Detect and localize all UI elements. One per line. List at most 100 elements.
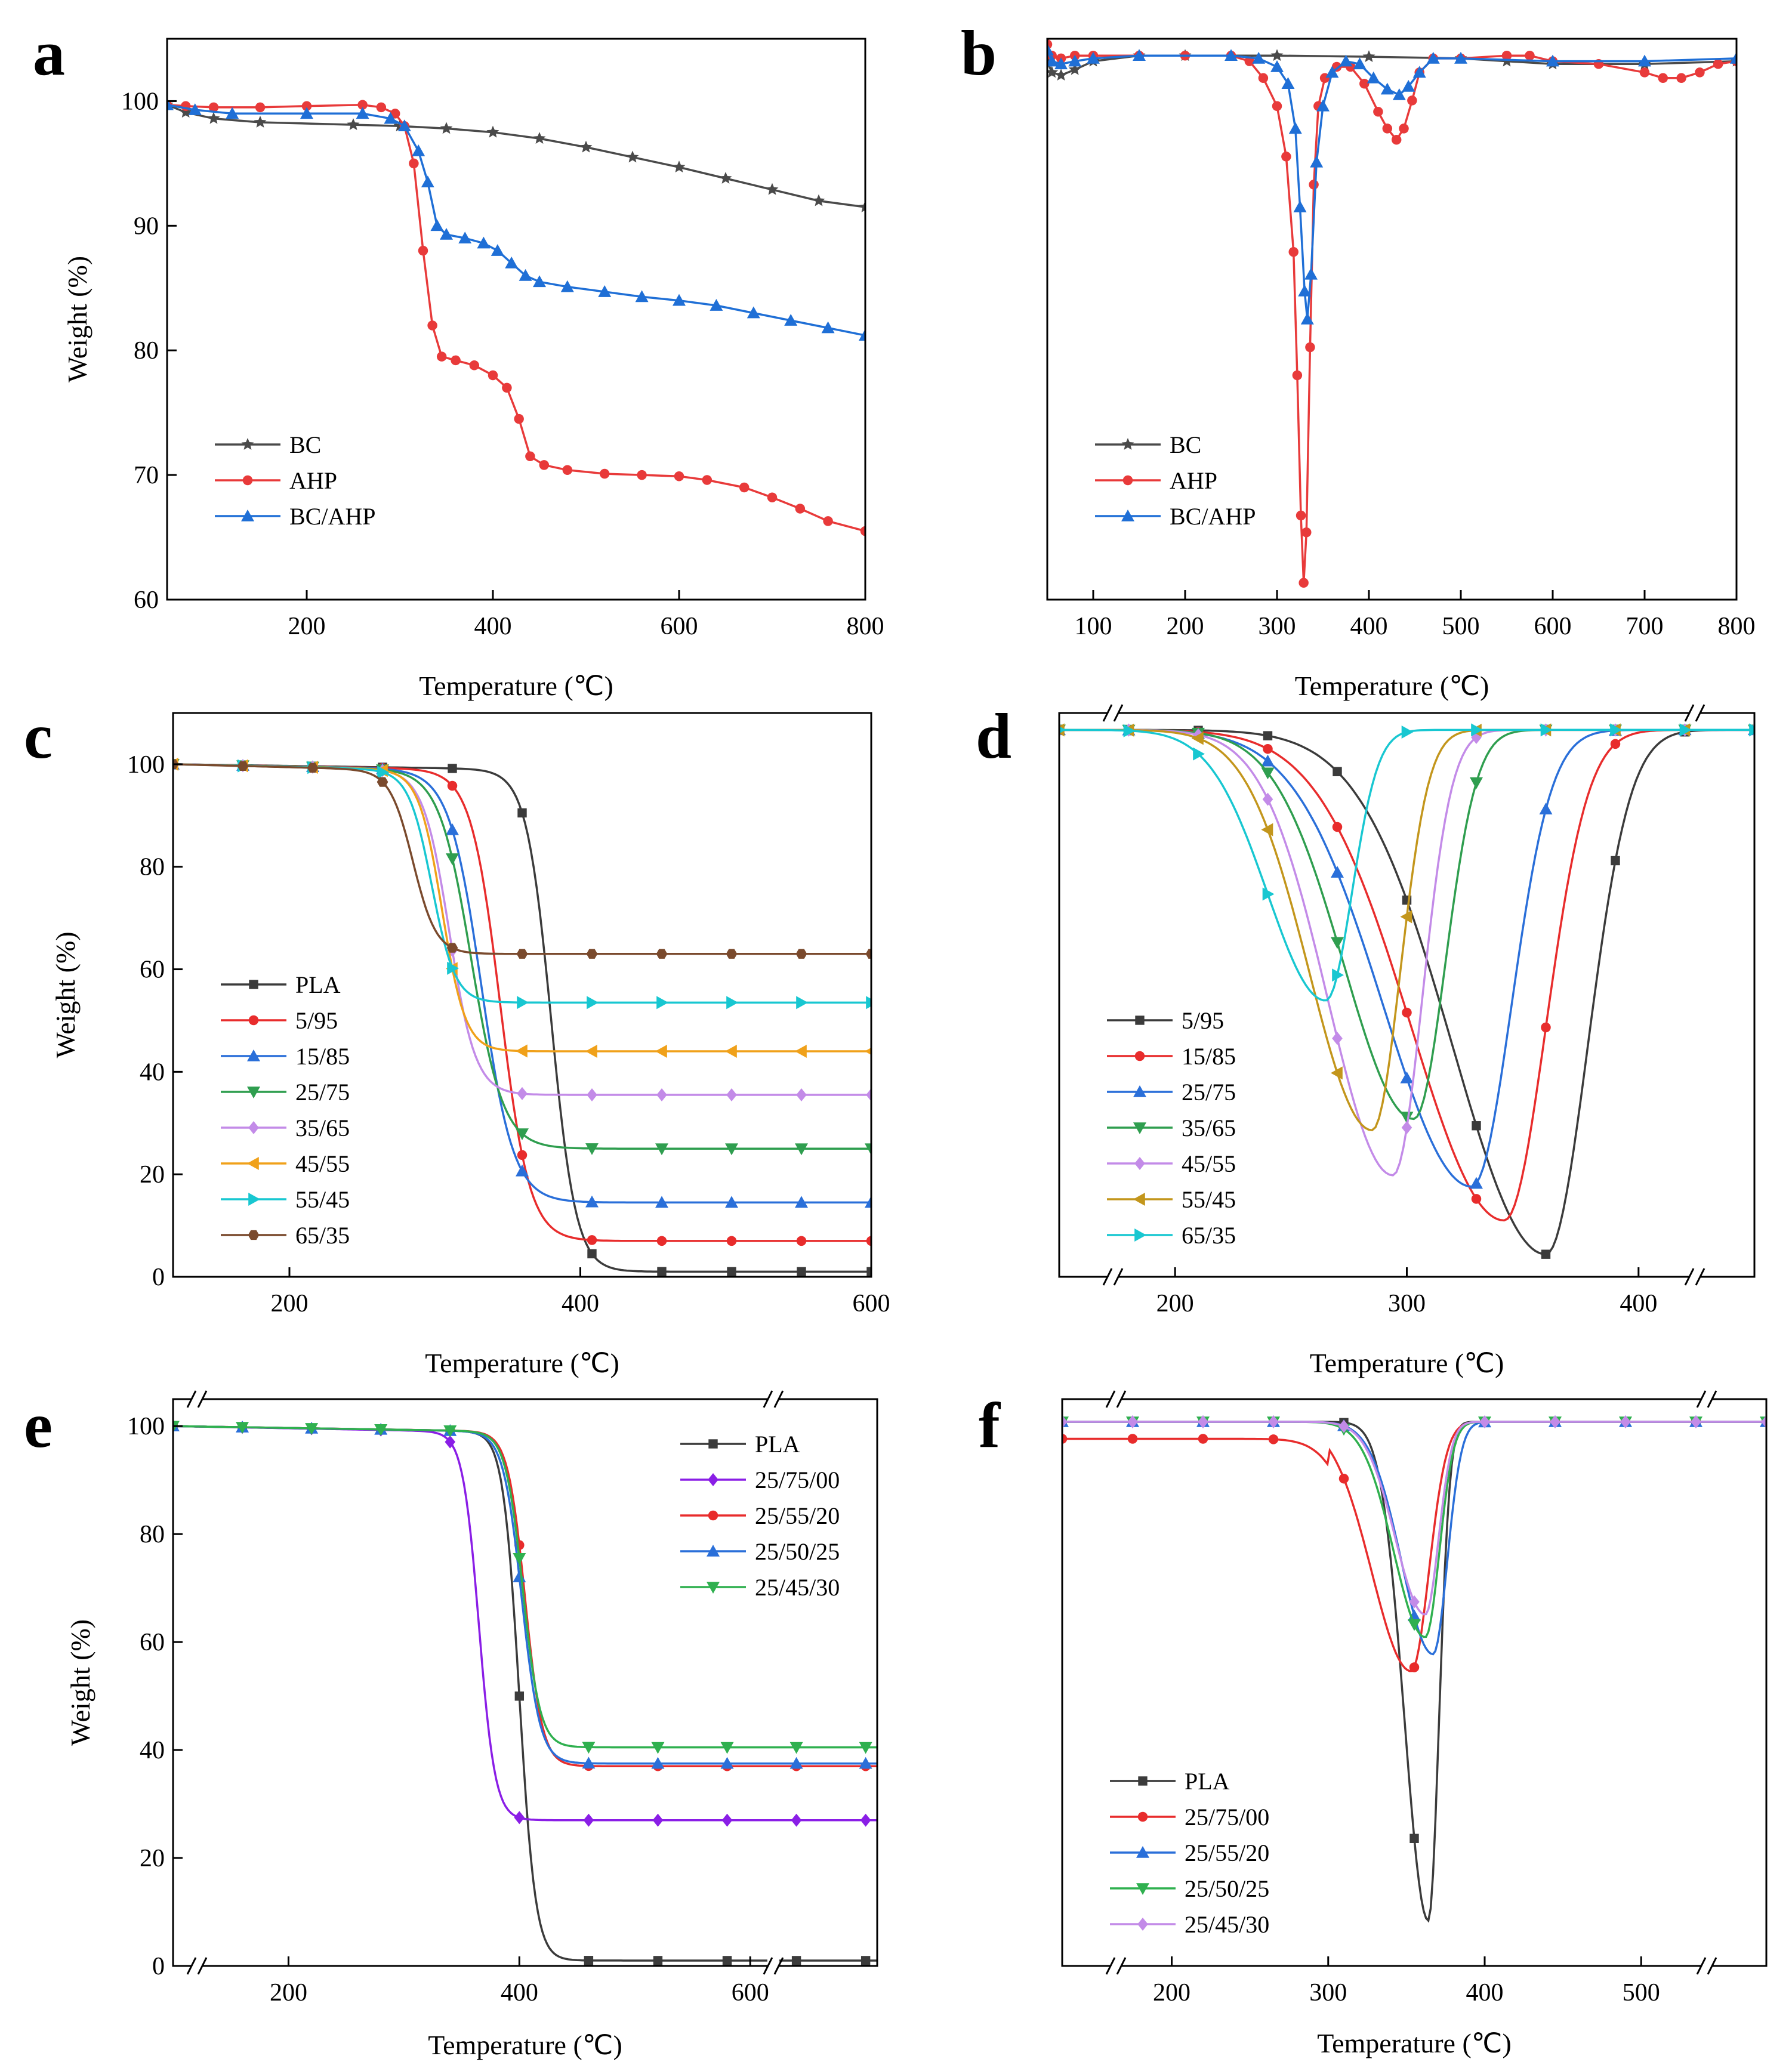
legend-marker — [1121, 438, 1134, 450]
data-point — [1407, 95, 1417, 106]
y-tick-label: 20 — [140, 1845, 165, 1872]
x-tick-label: 500 — [1623, 1979, 1660, 2007]
series-line-25/45/30 — [173, 1425, 877, 1749]
data-point — [451, 355, 461, 366]
axis-break — [1684, 704, 1695, 722]
data-point — [1454, 51, 1467, 64]
data-point — [579, 140, 593, 153]
series-line-5/95 — [1059, 729, 1754, 1255]
legend-marker — [248, 1121, 259, 1134]
axis-break — [1105, 1390, 1116, 1408]
data-point — [1325, 66, 1339, 78]
series-line-65/35 — [173, 763, 871, 955]
data-point — [725, 1196, 738, 1208]
data-point — [651, 1757, 665, 1769]
legend-label: 25/50/25 — [755, 1538, 840, 1565]
axis-break — [1695, 1268, 1705, 1286]
data-point — [866, 1088, 871, 1102]
axis-break — [186, 1957, 197, 1975]
data-point — [1062, 1415, 1068, 1428]
data-point — [516, 1164, 529, 1177]
data-point — [865, 949, 871, 959]
legend-label: BC/AHP — [289, 503, 376, 530]
data-point — [440, 122, 453, 134]
y-tick-label: 0 — [152, 1264, 165, 1291]
x-tick-label: 300 — [1388, 1290, 1426, 1317]
data-point — [1252, 51, 1266, 64]
y-tick-label: 0 — [152, 1953, 165, 1980]
data-point — [1258, 73, 1269, 84]
data-point — [1305, 342, 1315, 353]
data-point — [673, 160, 686, 173]
series-group-f — [1062, 1415, 1766, 1923]
axis-break — [1116, 1957, 1127, 1975]
data-point — [865, 1143, 871, 1156]
y-tick-label: 20 — [140, 1161, 165, 1189]
data-point — [1339, 54, 1353, 67]
data-point — [1611, 856, 1620, 866]
legend-marker — [1133, 1193, 1145, 1206]
x-tick-label: 200 — [270, 1979, 307, 2007]
legend-label: 25/45/30 — [1185, 1911, 1269, 1938]
data-point — [517, 1150, 528, 1160]
legend-marker — [708, 1473, 718, 1486]
data-point — [505, 257, 519, 268]
data-point — [427, 320, 437, 331]
y-tick-label: 60 — [140, 1629, 165, 1656]
data-point — [1270, 49, 1284, 61]
data-point — [447, 780, 458, 791]
legend-label: 25/75/00 — [755, 1467, 840, 1493]
data-point — [626, 150, 639, 163]
data-point — [797, 1267, 806, 1277]
data-point — [357, 100, 368, 110]
data-point — [300, 107, 313, 119]
data-point — [1695, 67, 1705, 78]
data-point — [1193, 747, 1205, 761]
panel-c: c 200 400 600 0 20 40 60 80 100 Temperature (℃) Wei… — [24, 701, 890, 1378]
data-point — [789, 1757, 803, 1769]
data-point — [412, 144, 425, 156]
data-point — [1288, 122, 1302, 134]
data-point — [1304, 267, 1318, 280]
y-axis-label: Weight (%) — [50, 931, 81, 1058]
legend-label: PLA — [1185, 1768, 1230, 1795]
legend-marker — [1134, 1051, 1145, 1061]
legend-marker — [1137, 1811, 1148, 1822]
data-point — [866, 1236, 871, 1246]
legend-marker — [1133, 1085, 1146, 1097]
legend-marker — [247, 1157, 259, 1170]
data-point — [347, 118, 360, 131]
data-point — [1068, 63, 1081, 75]
legend-marker — [1134, 1157, 1145, 1170]
data-point — [1400, 910, 1412, 924]
panel-label-e: e — [24, 1390, 53, 1461]
data-point — [1272, 101, 1282, 112]
axes-frame-c — [172, 712, 872, 1278]
data-point — [1298, 578, 1309, 588]
data-point — [377, 765, 389, 779]
axis-break — [763, 1957, 773, 1975]
legend-label: BC — [1170, 431, 1201, 458]
data-point — [491, 244, 504, 256]
data-point — [656, 1236, 667, 1246]
data-point — [586, 949, 598, 959]
data-point — [517, 1086, 528, 1100]
data-point — [1338, 1473, 1349, 1484]
x-tick-label: 800 — [1718, 613, 1756, 640]
x-tick-label: 400 — [1620, 1290, 1657, 1317]
legend-label: 15/85 — [295, 1043, 350, 1070]
data-point — [587, 1235, 597, 1245]
data-point — [1400, 1112, 1414, 1124]
data-point — [560, 280, 574, 292]
data-point — [725, 1143, 738, 1156]
axis-break — [773, 1957, 784, 1975]
data-point — [585, 1044, 597, 1058]
data-point — [1470, 1177, 1483, 1189]
data-point — [1047, 66, 1059, 78]
data-point — [1408, 1619, 1421, 1631]
y-tick-label: 80 — [134, 337, 159, 365]
legend-marker — [1136, 1846, 1149, 1858]
data-point — [1382, 124, 1393, 134]
legend-label: 35/65 — [295, 1115, 350, 1141]
